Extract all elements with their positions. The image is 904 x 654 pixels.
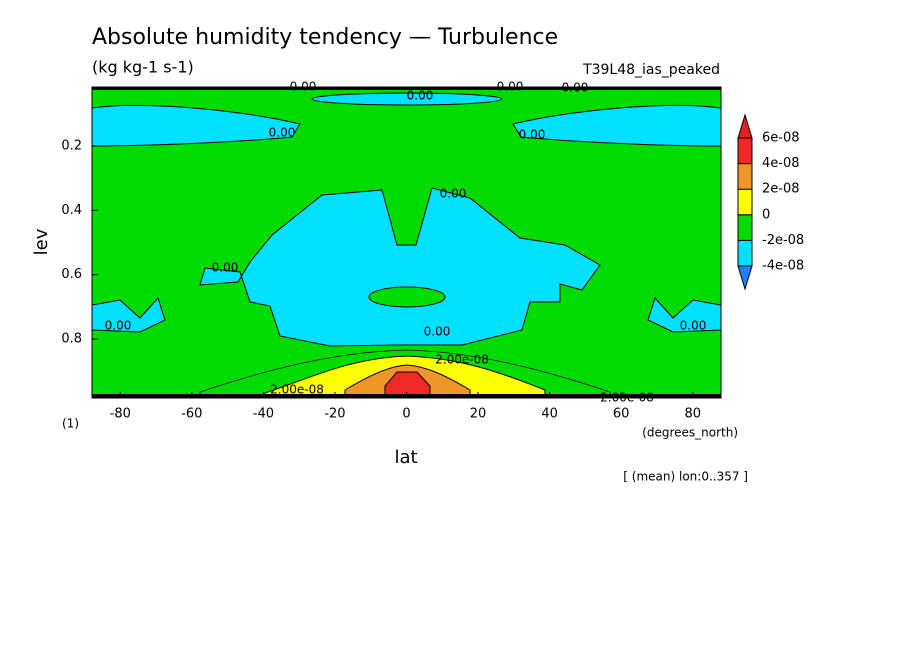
colorbar-label: 0 [762,207,770,222]
contour-label: 0.00 [290,80,317,94]
colorbar-label: 2e-08 [762,182,800,197]
x-tick-label: 80 [684,407,701,422]
contour-label: 0.00 [519,128,546,142]
colorbar-box [737,214,753,241]
x-tick-label: 60 [613,407,630,422]
contour-region [199,187,601,347]
y-unit: (1) [62,417,79,431]
x-tick-label: -60 [181,407,202,422]
experiment: T39L48_ias_peaked [582,62,720,78]
y-tick-label: 0.8 [61,332,82,347]
contour-label: 0.00 [497,80,524,94]
contour-field [92,87,721,398]
x-tick-label: -20 [324,407,345,422]
colorbar-cap [737,113,753,139]
contour-label: 0.00 [680,319,707,333]
x-tick-label: -80 [110,407,131,422]
contour-label: 0.00 [269,126,296,140]
subtitle: (kg kg-1 s-1) [92,58,194,77]
x-tick-label: 0 [402,407,410,422]
contour-label: 2.00e-08 [435,353,489,367]
contour-label: 0.00 [407,89,434,103]
contour-label: 0.00 [424,325,451,339]
x-axis-label: lat [394,447,417,468]
x-unit: (degrees_north) [642,426,738,440]
contour-label: 0.00 [440,187,467,201]
contour-region [368,286,446,308]
contour-region [92,104,301,147]
colorbar-box [737,163,753,190]
contour-region [384,371,431,398]
y-axis-label: lev [31,228,52,255]
y-tick-label: 0.2 [61,138,82,153]
contour-label: 0.00 [212,261,239,275]
contour-line [199,349,611,398]
x-tick-label: -40 [253,407,274,422]
x-tick-label: 40 [541,407,558,422]
contour-label: 2.00e-08 [270,383,324,397]
contour-label: 0.00 [562,81,589,95]
y-tick-label: 0.4 [61,203,82,218]
contour-region [311,92,503,106]
colorbar-label: 6e-08 [762,131,800,146]
contour-region [512,104,721,147]
note: [ (mean) lon:0..357 ] [623,470,748,484]
contour-region [647,297,721,333]
contour-line [92,87,721,90]
colorbar-label: -2e-08 [762,233,804,248]
colorbar-cap [737,265,753,291]
x-tick-label: 20 [470,407,487,422]
colorbar-box [737,137,753,165]
colorbar-label: -4e-08 [762,259,804,274]
colorbar-label: 4e-08 [762,156,800,171]
colorbar-box [737,188,753,216]
contour-label: 0.00 [105,319,132,333]
colorbar-box [737,239,753,267]
contour-region [92,297,166,333]
contour-label: 2.00e-08 [600,391,654,405]
chart-title: Absolute humidity tendency — Turbulence [92,25,558,50]
y-tick-label: 0.6 [61,267,82,282]
